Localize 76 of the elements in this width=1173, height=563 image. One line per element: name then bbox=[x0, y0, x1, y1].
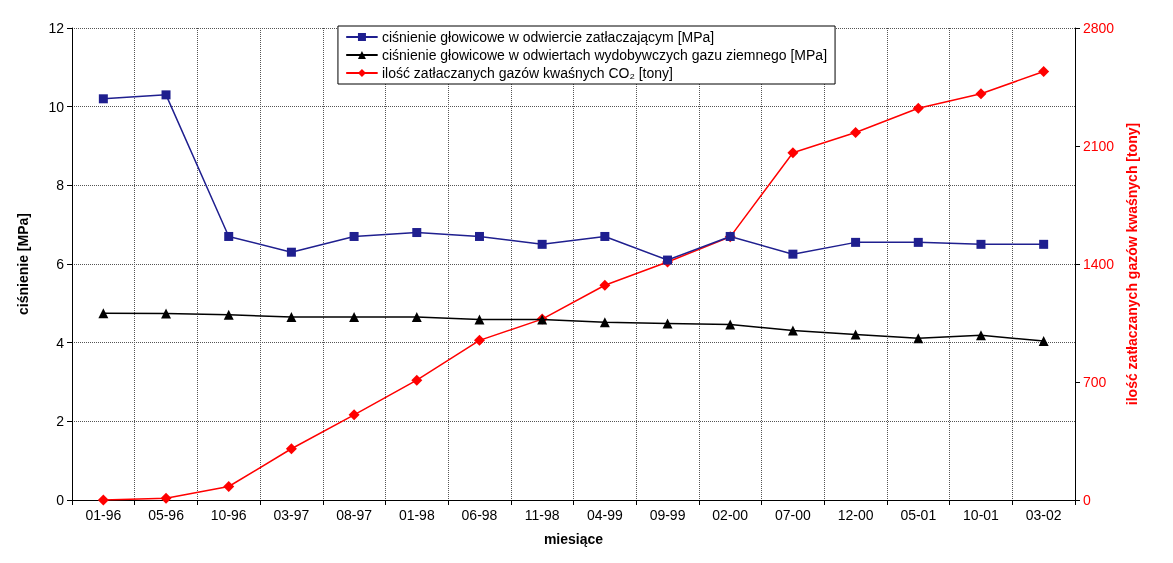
point bbox=[285, 443, 297, 455]
point bbox=[97, 494, 109, 506]
point bbox=[1039, 239, 1049, 249]
point bbox=[1038, 336, 1049, 347]
y-tick-label: 0 bbox=[56, 492, 65, 508]
point bbox=[411, 312, 422, 323]
x-tick-label: 11-98 bbox=[524, 507, 560, 523]
point bbox=[160, 492, 172, 504]
y-tick-label: 2 bbox=[56, 413, 65, 430]
point bbox=[787, 325, 798, 336]
x-tick-label: 03-02 bbox=[1025, 507, 1062, 523]
point bbox=[474, 231, 484, 241]
point bbox=[224, 231, 234, 241]
point bbox=[976, 239, 986, 249]
point bbox=[98, 94, 108, 104]
x-tick-label: 09-99 bbox=[649, 507, 686, 523]
point bbox=[537, 239, 547, 249]
y-tick-label: 12 bbox=[48, 20, 65, 36]
y2-tick-label: 2800 bbox=[1083, 20, 1115, 36]
point bbox=[349, 312, 360, 323]
point bbox=[412, 228, 422, 238]
point bbox=[599, 317, 610, 328]
point bbox=[474, 314, 485, 325]
x-tick-label: 08-97 bbox=[336, 507, 373, 523]
x-tick-label: 04-99 bbox=[586, 507, 623, 523]
x-tick-label: 01-98 bbox=[398, 507, 435, 523]
x-tick-label: 06-98 bbox=[461, 507, 498, 523]
y2-tick-label: 700 bbox=[1083, 374, 1107, 390]
point bbox=[349, 231, 359, 241]
y-tick-label: 4 bbox=[56, 334, 65, 351]
legend-label: ciśnienie głowicowe w odwiercie zatłaczającym [MPa] bbox=[381, 29, 715, 45]
point bbox=[223, 309, 234, 320]
legend-label: ilość zatłaczanych gazów kwaśnych CO₂ [tony] bbox=[381, 65, 673, 81]
y-tick-label: 8 bbox=[56, 177, 65, 194]
point bbox=[286, 312, 297, 323]
x-axis-title: miesiące bbox=[543, 531, 604, 547]
y2-tick-label: 2100 bbox=[1083, 138, 1115, 154]
point bbox=[912, 102, 924, 114]
point bbox=[411, 374, 423, 386]
point bbox=[1038, 65, 1050, 77]
x-tick-label: 10-96 bbox=[210, 507, 247, 523]
x-tick-label: 01-96 bbox=[85, 507, 122, 523]
x-tick-label: 05-96 bbox=[148, 507, 185, 523]
y-tick-label: 10 bbox=[48, 98, 65, 115]
x-tick-label: 12-00 bbox=[837, 507, 874, 523]
point bbox=[662, 318, 673, 329]
point bbox=[788, 249, 798, 259]
y2-tick-label: 0 bbox=[1083, 492, 1091, 508]
point bbox=[913, 237, 923, 247]
y2-axis-title: ilość zatłaczanych gazów kwaśnych [tony] bbox=[1124, 122, 1141, 406]
point bbox=[851, 237, 861, 247]
point bbox=[161, 90, 171, 100]
legend-label: ciśnienie głowicowe w odwiertach wydobywczych gazu ziemnego [MPa] bbox=[381, 47, 828, 63]
point bbox=[473, 334, 485, 346]
point bbox=[98, 308, 109, 319]
point bbox=[850, 329, 861, 340]
point bbox=[161, 308, 172, 319]
point bbox=[787, 147, 799, 159]
y-axis-title: ciśnienie [MPa] bbox=[15, 213, 31, 315]
x-tick-label: 07-00 bbox=[775, 507, 812, 523]
x-tick-label: 02-00 bbox=[712, 507, 749, 523]
point bbox=[913, 333, 924, 344]
point bbox=[725, 319, 736, 330]
point bbox=[599, 279, 611, 291]
point bbox=[850, 127, 862, 139]
point bbox=[975, 88, 987, 100]
point bbox=[223, 481, 235, 493]
x-tick-label: 05-01 bbox=[900, 507, 937, 523]
x-tick-label: 10-01 bbox=[963, 507, 1000, 523]
point bbox=[600, 231, 610, 241]
y-tick-label: 6 bbox=[56, 256, 65, 272]
point bbox=[975, 330, 986, 341]
point bbox=[348, 409, 360, 421]
point bbox=[286, 247, 296, 257]
y2-tick-label: 1400 bbox=[1083, 256, 1115, 272]
x-tick-label: 03-97 bbox=[273, 507, 310, 523]
